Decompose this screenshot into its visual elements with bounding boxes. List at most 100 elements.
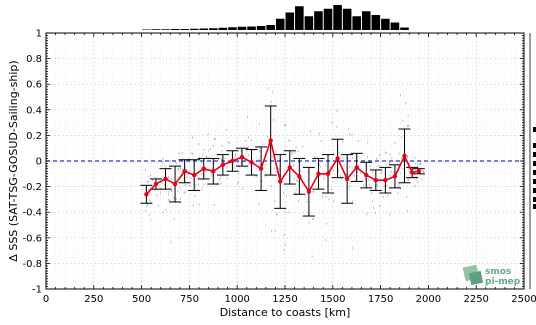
sample-point [401,156,403,159]
marginal-bar [533,170,536,175]
sample-point [336,125,338,128]
sample-point [417,180,419,183]
y-tick-label: 1 [36,29,42,40]
sample-point [275,170,277,173]
sample-point [201,161,203,164]
sample-point [189,184,191,187]
sample-point [342,156,344,159]
sample-point [251,139,253,142]
sample-point [389,153,391,156]
data-point [191,172,197,178]
sample-point [207,149,209,152]
sample-point [226,177,228,180]
sample-point [379,154,381,157]
sample-point [149,213,151,216]
sample-point [348,127,350,130]
histogram-bar [333,5,342,30]
marginal-bar [533,127,536,132]
sample-point [156,194,158,197]
sample-point [256,175,258,178]
sample-point [150,218,152,221]
histogram-bar [314,11,323,30]
sample-point [161,164,163,167]
sample-point [164,183,166,186]
sample-point [322,195,324,198]
sample-point [366,213,368,216]
sample-point [198,143,200,146]
right-marginal-histogram [529,33,536,289]
sample-point [359,171,361,174]
data-point [409,170,415,175]
sample-point [213,203,215,206]
sample-point [351,133,353,136]
sample-point [291,151,293,154]
sample-point [333,152,335,155]
sample-point [190,176,192,179]
sample-point [307,170,309,173]
sample-point [247,116,249,119]
sample-point [402,167,404,170]
sample-point [197,176,199,179]
sample-point [173,217,175,220]
sample-point [261,180,263,183]
sample-point [186,176,188,179]
sample-point [342,140,344,143]
logo-tile [468,270,484,286]
x-tick-label: 250 [84,294,103,305]
histogram-bar [218,27,228,30]
sample-point [167,190,169,193]
sample-point [417,165,419,168]
marginal-bar [533,204,536,209]
histogram-bar [237,26,247,30]
sample-point [233,164,235,167]
sample-point [367,141,369,144]
sample-point [420,162,422,165]
sample-point [238,171,240,174]
sample-point [171,190,173,193]
sample-point [344,176,346,179]
sample-point [302,145,304,148]
data-point [344,176,350,182]
sample-point [369,165,371,168]
data-point [201,166,206,171]
x-tick-label: 500 [132,294,151,305]
sample-point [329,167,331,170]
sample-point [289,139,291,142]
sample-point [245,139,247,142]
sample-point [328,198,330,201]
sample-point [162,211,164,214]
sample-point [364,177,366,180]
sample-point [192,136,194,139]
sample-point [308,221,310,224]
data-point [402,153,407,159]
sample-point [272,91,274,94]
sample-point [277,167,279,170]
sample-point [317,156,319,159]
sample-point [274,200,276,203]
sample-point [399,172,401,175]
sample-point [348,187,350,190]
sample-point [196,174,198,177]
data-point [258,166,264,171]
sample-point [419,163,421,166]
sample-point [331,187,333,190]
sample-point [414,156,416,159]
data-point [268,138,273,143]
sample-point [421,178,423,181]
sample-point [148,199,150,202]
sample-point [416,175,418,178]
sample-point [265,163,267,166]
data-point [325,171,331,176]
histogram-bar [304,16,314,30]
sample-point [271,155,273,158]
sample-point [263,143,265,146]
sample-point [382,195,384,198]
sample-point [184,191,186,194]
sample-point [348,166,350,169]
sample-point [267,87,269,90]
sample-point [296,179,298,182]
y-tick-label: 0.4 [26,105,42,116]
sample-point [385,152,387,155]
x-tick-label: 1000 [224,294,249,305]
